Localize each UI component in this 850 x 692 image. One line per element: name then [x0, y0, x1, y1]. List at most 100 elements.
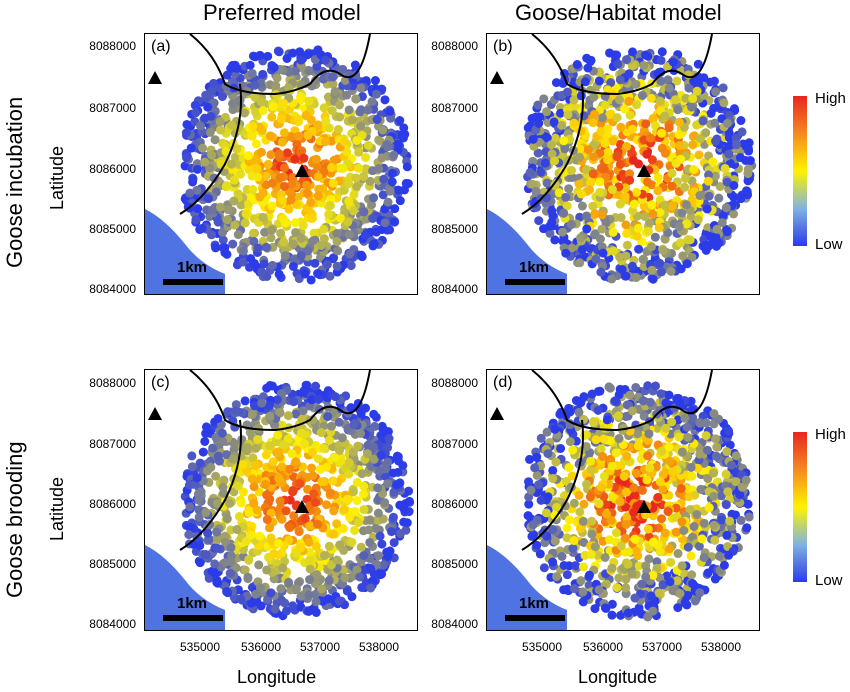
heat-dot [383, 197, 393, 207]
heat-dot [359, 551, 369, 561]
y-tick-label: 8084000 [89, 282, 136, 296]
heat-dot [268, 102, 278, 112]
heat-dot [198, 143, 208, 153]
heat-dot [402, 162, 412, 172]
heat-dot [270, 604, 280, 614]
heat-dot [296, 55, 306, 65]
heat-dot [539, 224, 549, 234]
heat-dot [232, 524, 242, 534]
heat-dot [280, 218, 290, 228]
heat-dot [264, 401, 274, 411]
heat-dot [244, 555, 254, 565]
heat-dot [291, 409, 301, 419]
river-line [179, 419, 242, 551]
heat-dot [549, 117, 559, 127]
heat-dot [663, 506, 673, 516]
heat-dot [328, 79, 338, 89]
heat-dot [266, 588, 276, 598]
triangle-marker-icon [490, 407, 504, 420]
heat-dot [659, 246, 669, 256]
heat-dot [342, 147, 352, 157]
heat-dot [563, 110, 573, 120]
heat-dot [371, 524, 381, 534]
heat-dot [607, 274, 617, 284]
heat-dot [694, 150, 704, 160]
heat-dot [588, 118, 598, 128]
heat-dot [274, 269, 284, 279]
heat-dot [622, 228, 632, 238]
heat-dot [220, 243, 230, 253]
heat-dot [668, 586, 678, 596]
heat-dot [567, 165, 577, 175]
heat-dot [325, 488, 335, 498]
heat-dot [304, 606, 314, 616]
heat-dot [192, 473, 202, 483]
heat-dot [249, 498, 259, 508]
heat-dot [228, 239, 238, 249]
heat-dot [727, 509, 737, 519]
heat-dot [365, 515, 375, 525]
heat-dot [393, 467, 403, 477]
heat-dot [274, 538, 284, 548]
heat-dot [717, 491, 727, 501]
heat-dot [313, 519, 323, 529]
heat-dot [300, 269, 310, 279]
heat-dot [321, 500, 331, 510]
heat-dot [550, 536, 560, 546]
heat-dot [637, 485, 647, 495]
heat-dot [201, 90, 211, 100]
scalebar-bar [163, 615, 223, 621]
scalebar-label: 1km [177, 595, 208, 612]
heat-dot [299, 153, 309, 163]
heat-dot [262, 515, 272, 525]
heat-dot [526, 485, 536, 495]
heat-dot [645, 218, 655, 228]
heat-dot [197, 223, 207, 233]
heat-dot [681, 200, 691, 210]
heat-dot [654, 588, 664, 598]
map-panel-d: (d) 1km [486, 369, 760, 631]
heat-dot [679, 526, 689, 536]
heat-dot [695, 191, 705, 201]
heat-dot [296, 233, 306, 243]
heat-dot [289, 511, 299, 521]
heat-dot [643, 612, 653, 622]
heat-dot [729, 209, 739, 219]
heat-dot [655, 573, 665, 583]
heat-dot [615, 75, 625, 85]
heat-dot [288, 601, 298, 611]
heat-dot [557, 551, 567, 561]
heat-dot [687, 102, 697, 112]
y-tick-label: 8084000 [431, 617, 478, 631]
heat-dot [269, 549, 279, 559]
heat-dot [638, 396, 648, 406]
heat-dot [612, 583, 622, 593]
heat-dot [293, 114, 303, 124]
heat-dot [339, 505, 349, 515]
heat-dot [583, 63, 593, 73]
heat-dot [256, 97, 266, 107]
heat-dot [645, 397, 655, 407]
heat-dot [201, 508, 211, 518]
heat-dot [251, 443, 261, 453]
heat-dot [597, 210, 607, 220]
heat-dot [577, 201, 587, 211]
heat-dot [366, 564, 376, 574]
heat-dot [240, 218, 250, 228]
heat-dot [673, 603, 683, 613]
heat-dot [387, 527, 397, 537]
heat-dot [233, 481, 243, 491]
heat-dot [248, 121, 258, 131]
heat-dot [717, 218, 727, 228]
heat-dot [377, 225, 387, 235]
heat-dot [311, 381, 321, 391]
heat-dot [613, 59, 623, 69]
heat-dot [550, 510, 560, 520]
heat-dot [370, 421, 380, 431]
heat-dot [708, 157, 718, 167]
heat-dot [262, 490, 272, 500]
heat-dot [305, 547, 315, 557]
heat-dot [356, 250, 366, 260]
heat-dot [390, 217, 400, 227]
heat-dot [369, 193, 379, 203]
